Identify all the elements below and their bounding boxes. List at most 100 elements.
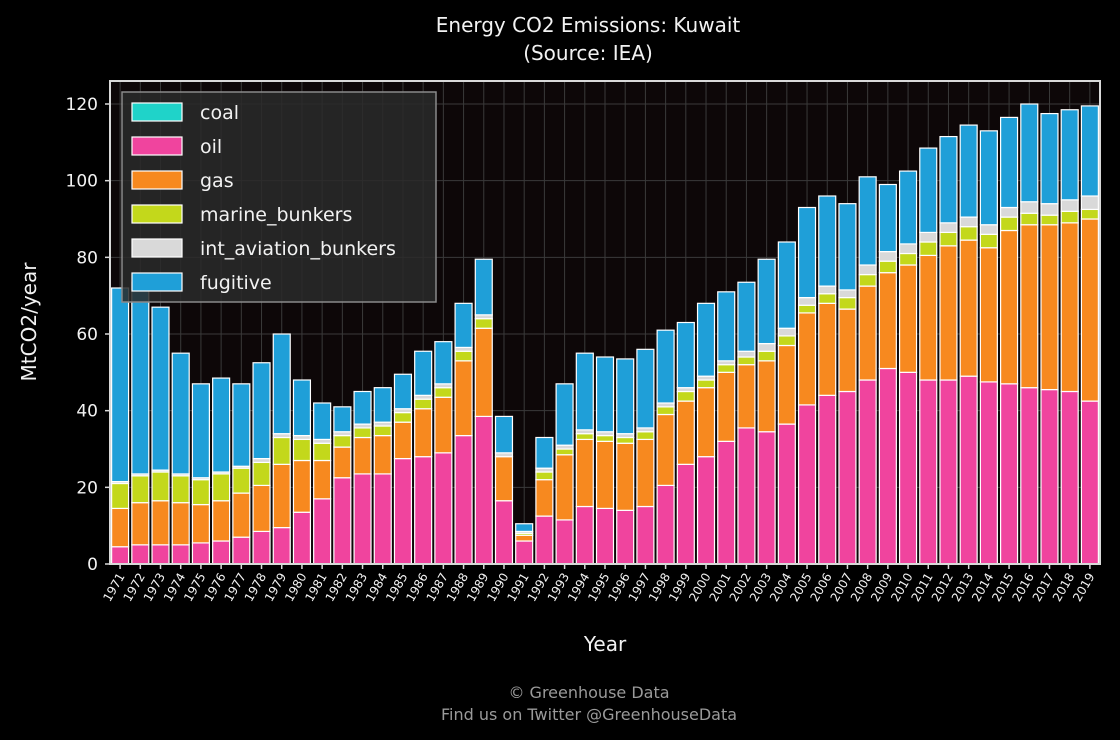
footer-twitter: Find us on Twitter @GreenhouseData (441, 705, 737, 724)
bar-oil-1999 (676, 463, 695, 565)
bar-marine_bunkers-1994 (575, 433, 594, 441)
bar-marine_bunkers-1977 (232, 467, 251, 494)
bar-marine_bunkers-2011 (919, 241, 938, 257)
x-ticks: 1971197219731974197519761977197819791980… (100, 564, 1097, 604)
bar-fugitive-1992 (535, 436, 554, 469)
bar-fugitive-1993 (555, 383, 574, 446)
bar-oil-2012 (939, 379, 958, 565)
bar-fugitive-1971 (111, 287, 130, 483)
bar-gas-1991 (515, 534, 534, 542)
bar-gas-1992 (535, 479, 554, 517)
bar-fugitive-1984 (373, 387, 392, 423)
bar-marine_bunkers-2013 (959, 226, 978, 241)
bar-fugitive-1997 (636, 348, 655, 429)
bar-oil-2001 (717, 440, 736, 565)
bar-gas-1984 (373, 434, 392, 475)
bar-gas-1995 (595, 440, 615, 510)
bar-fugitive-2015 (999, 116, 1019, 209)
bar-oil-1979 (272, 526, 291, 565)
bar-oil-1973 (151, 544, 170, 565)
bar-gas-1983 (353, 436, 372, 475)
bars (111, 103, 1099, 565)
bar-marine_bunkers-2018 (1060, 210, 1079, 224)
bar-oil-2013 (959, 375, 978, 565)
bar-fugitive-1977 (232, 383, 251, 467)
bar-marine_bunkers-1999 (676, 390, 695, 402)
bar-gas-2018 (1060, 222, 1079, 393)
y-tick-label: 0 (87, 555, 98, 575)
legend-label-coal: coal (200, 102, 239, 124)
bar-fugitive-1979 (272, 333, 291, 435)
bar-marine_bunkers-1993 (555, 448, 574, 456)
legend-label-int_aviation_bunkers: int_aviation_bunkers (200, 238, 396, 260)
bar-int_aviation_bunkers-2009 (878, 250, 897, 262)
bar-int_aviation_bunkers-2012 (939, 222, 958, 234)
bar-gas-1974 (171, 502, 190, 546)
bar-int_aviation_bunkers-2010 (898, 243, 918, 255)
bar-marine_bunkers-2008 (858, 273, 877, 287)
bar-fugitive-2005 (797, 206, 817, 299)
bar-oil-2018 (1060, 390, 1079, 565)
bar-marine_bunkers-1997 (636, 431, 655, 441)
bar-int_aviation_bunkers-2014 (979, 224, 998, 235)
bar-marine_bunkers-1987 (434, 387, 453, 398)
bar-gas-1993 (555, 454, 574, 521)
bar-oil-1994 (575, 505, 594, 565)
bar-oil-1984 (373, 473, 392, 565)
bar-oil-2005 (797, 404, 817, 565)
bar-int_aviation_bunkers-2013 (959, 216, 978, 228)
bar-fugitive-2012 (939, 135, 958, 224)
bar-fugitive-1991 (515, 523, 534, 533)
bar-marine_bunkers-1988 (454, 350, 473, 362)
bar-gas-1985 (393, 421, 413, 460)
bar-oil-1983 (353, 473, 372, 565)
bar-marine_bunkers-1989 (474, 318, 493, 329)
bar-marine_bunkers-1978 (252, 461, 271, 487)
bar-marine_bunkers-1986 (414, 398, 433, 410)
legend-swatch-coal (131, 102, 183, 122)
legend-label-fugitive: fugitive (200, 272, 272, 294)
bar-marine_bunkers-2006 (818, 293, 837, 304)
bar-marine_bunkers-2019 (1080, 208, 1099, 220)
bar-fugitive-1976 (212, 377, 231, 473)
bar-oil-2017 (1040, 388, 1059, 565)
bar-marine_bunkers-1992 (535, 471, 554, 481)
bar-gas-2019 (1080, 218, 1099, 402)
bar-oil-1982 (333, 477, 352, 565)
bar-oil-1993 (555, 519, 574, 565)
bar-gas-1976 (212, 500, 231, 542)
legend-label-oil: oil (200, 136, 222, 158)
bar-int_aviation_bunkers-2008 (858, 264, 877, 276)
legend-box (121, 91, 437, 303)
bar-int_aviation_bunkers-2017 (1040, 203, 1059, 216)
bar-marine_bunkers-1982 (333, 434, 352, 448)
bar-gas-1982 (333, 446, 352, 479)
y-tick-label: 40 (76, 402, 98, 422)
bar-int_aviation_bunkers-2006 (818, 285, 837, 295)
bar-gas-2015 (999, 229, 1019, 385)
bar-gas-2002 (737, 364, 756, 429)
bar-oil-1989 (474, 415, 493, 565)
legend-swatch-int_aviation_bunkers (131, 238, 183, 258)
y-tick-label: 80 (76, 248, 98, 268)
legend: coal oil gas marine_bunkers int_aviation_bun… (121, 91, 437, 303)
bar-fugitive-2010 (898, 170, 918, 245)
bar-marine_bunkers-2014 (979, 233, 998, 249)
bar-oil-1985 (393, 457, 413, 565)
bar-oil-1990 (494, 500, 514, 565)
bar-gas-1977 (232, 492, 251, 538)
bar-fugitive-1989 (474, 258, 493, 316)
bar-marine_bunkers-2015 (999, 216, 1019, 232)
bar-gas-2012 (939, 245, 958, 381)
bar-gas-1975 (191, 503, 211, 544)
y-tick-label: 60 (76, 325, 98, 345)
bar-int_aviation_bunkers-2019 (1080, 195, 1099, 211)
bar-oil-1977 (232, 536, 251, 565)
y-axis-label: MtCO2/year (17, 262, 41, 382)
bar-oil-1986 (414, 456, 433, 565)
bar-fugitive-1972 (131, 281, 150, 475)
x-tick-label: 2019 (1070, 571, 1097, 604)
bar-int_aviation_bunkers-2016 (1020, 201, 1039, 214)
bar-oil-2006 (818, 394, 837, 565)
